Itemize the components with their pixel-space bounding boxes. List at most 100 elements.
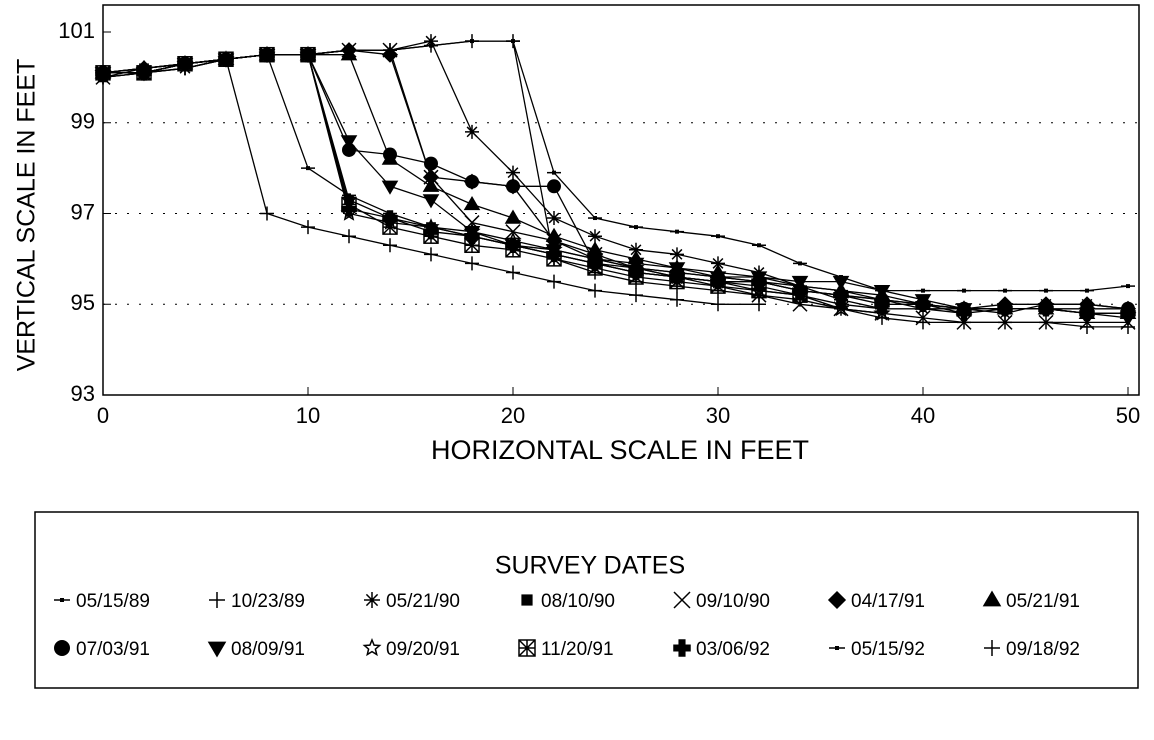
marker xyxy=(207,641,227,658)
marker xyxy=(1121,319,1135,334)
marker xyxy=(424,225,438,230)
marker-shape xyxy=(301,47,315,62)
marker xyxy=(916,315,930,330)
marker-shape xyxy=(382,210,398,226)
marker xyxy=(793,292,807,307)
marker xyxy=(629,242,643,257)
marker-shape xyxy=(593,216,597,221)
marker-shape xyxy=(518,639,536,657)
marker xyxy=(506,165,520,180)
marker xyxy=(670,292,684,307)
marker-shape xyxy=(675,229,679,234)
marker-shape xyxy=(711,256,725,271)
marker xyxy=(547,274,561,289)
marker xyxy=(422,194,440,209)
plot-frame xyxy=(102,4,1140,396)
marker xyxy=(875,310,889,325)
marker xyxy=(364,592,380,608)
marker xyxy=(521,594,533,606)
marker-shape xyxy=(670,292,684,307)
marker-shape xyxy=(340,135,358,150)
marker xyxy=(381,180,399,195)
marker xyxy=(260,47,274,62)
marker xyxy=(791,275,809,291)
marker xyxy=(832,275,850,291)
marker-shape xyxy=(670,247,684,262)
marker-shape xyxy=(465,34,479,49)
marker-shape xyxy=(798,261,802,266)
marker-shape xyxy=(342,229,356,244)
marker-shape xyxy=(792,282,808,299)
marker-shape xyxy=(1126,284,1130,289)
marker xyxy=(1039,288,1053,293)
marker xyxy=(504,209,522,224)
marker-shape xyxy=(957,315,971,330)
marker-shape xyxy=(364,592,380,608)
marker xyxy=(465,174,479,189)
marker-shape xyxy=(627,257,645,272)
marker xyxy=(301,166,315,171)
marker xyxy=(669,269,685,285)
marker-shape xyxy=(634,265,638,270)
legend-label: 03/06/92 xyxy=(696,639,770,660)
marker xyxy=(588,216,602,221)
marker-shape xyxy=(506,165,520,180)
marker xyxy=(874,296,890,312)
marker-shape xyxy=(547,179,561,194)
series-line xyxy=(103,40,1128,328)
marker-shape xyxy=(521,594,533,606)
marker-shape xyxy=(1044,288,1048,293)
marker-shape xyxy=(1003,288,1007,293)
x-tick-label: 0 xyxy=(97,403,109,428)
marker-shape xyxy=(997,301,1013,317)
legend-label: 09/20/91 xyxy=(386,639,460,660)
marker xyxy=(711,234,725,239)
marker-shape xyxy=(673,639,691,657)
marker xyxy=(711,256,725,271)
marker xyxy=(465,256,479,271)
marker-shape xyxy=(306,166,310,171)
marker xyxy=(793,284,807,289)
marker-shape xyxy=(711,283,725,298)
marker-shape xyxy=(962,288,966,293)
marker xyxy=(629,265,643,270)
marker-shape xyxy=(504,209,522,224)
legend-label: 05/15/92 xyxy=(851,639,925,660)
x-tick-label: 10 xyxy=(296,403,320,428)
marker-shape xyxy=(552,170,556,175)
marker xyxy=(547,179,561,194)
marker-shape xyxy=(798,284,802,289)
legend-label: 11/20/91 xyxy=(541,639,614,660)
marker-shape xyxy=(588,229,602,244)
marker xyxy=(982,590,1002,607)
series-line xyxy=(102,54,883,310)
x-tick-label: 50 xyxy=(1116,403,1140,428)
legend-title: SURVEY DATES xyxy=(495,552,685,580)
marker-shape xyxy=(669,269,685,285)
marker xyxy=(793,261,807,266)
marker xyxy=(673,591,691,609)
marker-shape xyxy=(915,296,931,312)
marker-shape xyxy=(880,297,884,302)
marker-shape xyxy=(424,156,438,171)
marker-shape xyxy=(219,52,233,67)
marker-shape xyxy=(835,646,839,650)
marker xyxy=(957,311,971,316)
x-axis-label: HORIZONTAL SCALE IN FEET xyxy=(431,435,809,465)
marker-shape xyxy=(429,225,433,230)
marker xyxy=(792,282,808,299)
marker-shape xyxy=(629,242,643,257)
marker xyxy=(628,264,644,281)
marker-shape xyxy=(506,265,520,280)
marker-shape xyxy=(834,301,848,316)
marker xyxy=(342,43,356,58)
marker xyxy=(424,247,438,262)
marker xyxy=(260,206,274,221)
marker-shape xyxy=(588,283,602,298)
marker-shape xyxy=(839,288,843,293)
y-tick-label: 95 xyxy=(71,290,95,315)
marker xyxy=(465,124,479,139)
marker xyxy=(627,257,645,272)
marker xyxy=(827,590,847,610)
marker xyxy=(383,147,397,162)
